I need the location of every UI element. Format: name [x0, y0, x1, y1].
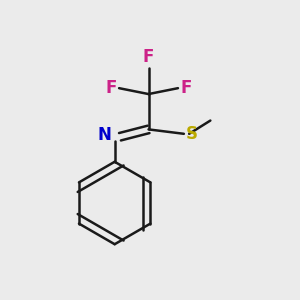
Text: S: S	[186, 125, 198, 143]
Text: F: F	[180, 79, 192, 97]
Text: N: N	[97, 126, 111, 144]
Text: F: F	[105, 79, 117, 97]
Text: F: F	[143, 48, 154, 66]
